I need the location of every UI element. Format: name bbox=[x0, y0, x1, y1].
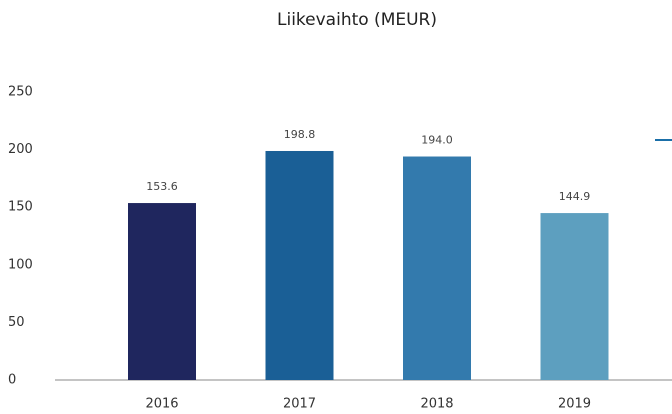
value-label: 194.0 bbox=[421, 134, 453, 147]
x-tick-label: 2018 bbox=[420, 397, 453, 412]
y-tick-label: 50 bbox=[8, 315, 25, 330]
x-tick-label: 2019 bbox=[558, 397, 591, 412]
y-tick-label: 250 bbox=[8, 85, 33, 100]
y-tick-label: 0 bbox=[8, 373, 16, 388]
x-tick-label: 2017 bbox=[283, 397, 316, 412]
bar bbox=[540, 213, 609, 380]
y-tick-label: 150 bbox=[8, 200, 33, 215]
x-tick-label: 2016 bbox=[145, 397, 178, 412]
y-tick-label: 100 bbox=[8, 257, 33, 272]
value-label: 198.8 bbox=[284, 128, 316, 141]
chart-title: Liikevaihto (MEUR) bbox=[277, 10, 437, 30]
bar bbox=[128, 203, 196, 380]
bar bbox=[265, 150, 334, 380]
bar bbox=[403, 156, 471, 380]
y-tick-label: 200 bbox=[8, 142, 33, 157]
value-label: 144.9 bbox=[559, 190, 591, 203]
value-label: 153.6 bbox=[146, 180, 178, 193]
